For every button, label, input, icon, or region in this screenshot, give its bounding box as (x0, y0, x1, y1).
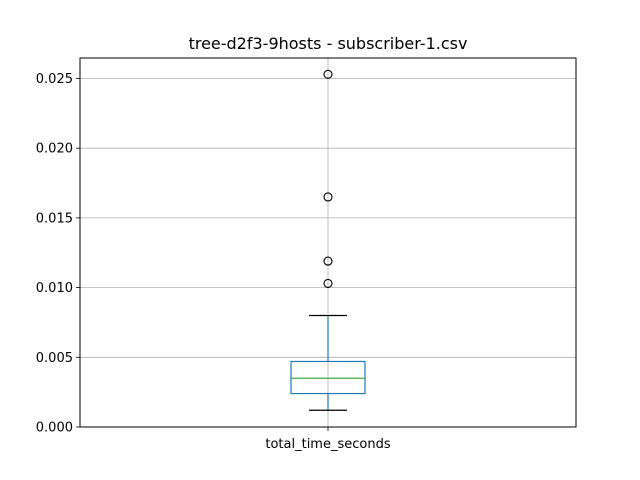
iqr-box (290, 360, 366, 395)
outlier-point (323, 278, 333, 288)
outlier-point (323, 192, 333, 202)
axis-ticks: 0.000 0.005 0.010 0.015 0.020 0.025 total_time… (36, 72, 391, 452)
outlier-point (323, 69, 333, 79)
y-tick-label: 0.005 (36, 351, 73, 366)
outlier-point (323, 256, 333, 266)
y-tick-label: 0.000 (36, 421, 73, 436)
y-tick-label: 0.020 (36, 142, 73, 157)
x-tick-label: total_time_seconds (265, 437, 390, 452)
y-tick-label: 0.025 (36, 72, 73, 87)
chart-title: tree-d2f3-9hosts - subscriber-1.csv (189, 34, 468, 53)
boxplot (290, 69, 366, 411)
grid-lines (80, 58, 576, 428)
y-tick-label: 0.015 (36, 211, 73, 226)
y-tick-label: 0.010 (36, 281, 73, 296)
